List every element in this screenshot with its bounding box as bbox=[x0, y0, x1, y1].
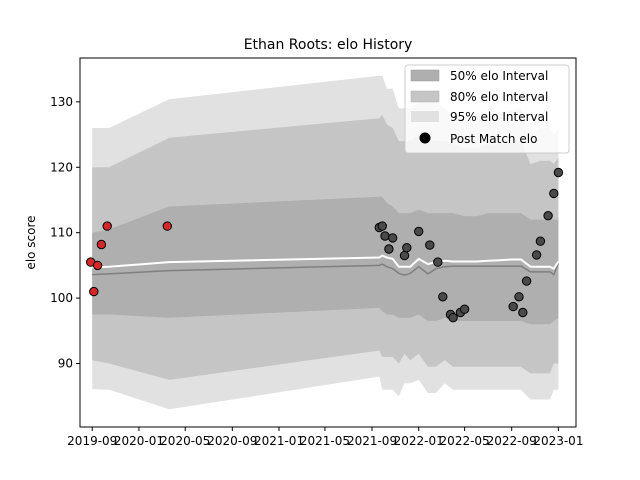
post-match-point bbox=[92, 260, 103, 271]
post-match-point bbox=[399, 250, 410, 261]
post-match-point bbox=[438, 292, 448, 302]
legend-label-post-match: Post Match elo bbox=[450, 132, 537, 146]
median-elo-line bbox=[92, 263, 560, 276]
legend-swatch-50 bbox=[410, 69, 440, 82]
post-match-point bbox=[414, 226, 424, 237]
y-tick-label: 110 bbox=[50, 226, 73, 240]
post-match-point bbox=[553, 167, 564, 178]
post-match-point bbox=[514, 292, 524, 302]
legend-marker-post-match bbox=[419, 132, 431, 144]
post-match-point bbox=[102, 221, 112, 231]
legend-swatch-80 bbox=[410, 90, 440, 103]
post-match-point bbox=[380, 231, 390, 241]
x-tick-label: 2022-01 bbox=[394, 434, 444, 448]
chart-title: Ethan Roots: elo History bbox=[244, 37, 413, 53]
x-tick-label: 2020-01 bbox=[114, 434, 164, 448]
axes-frame bbox=[79, 57, 577, 428]
post-match-point bbox=[508, 301, 518, 312]
post-match-point bbox=[518, 307, 528, 318]
y-tick-label: 120 bbox=[50, 160, 73, 174]
post-match-point bbox=[388, 233, 398, 243]
post-match-point bbox=[96, 239, 107, 250]
post-match-point bbox=[549, 188, 559, 199]
x-tick-label: 2019-09 bbox=[67, 434, 117, 448]
y-tick-label: 100 bbox=[50, 291, 73, 305]
x-axis: 2019-092020-012020-052020-092021-012021-… bbox=[67, 427, 583, 448]
y-tick-label: 130 bbox=[50, 95, 73, 109]
legend-label-50: 50% elo Interval bbox=[450, 69, 548, 83]
legend-label-80: 80% elo Interval bbox=[450, 90, 548, 104]
post-match-point bbox=[448, 313, 458, 323]
post-match-point bbox=[521, 276, 532, 286]
y-tick-label: 90 bbox=[58, 357, 73, 371]
legend-frame bbox=[404, 64, 570, 154]
post-match-point bbox=[162, 221, 173, 231]
plot-area bbox=[86, 75, 564, 410]
x-tick-label: 2021-09 bbox=[347, 434, 397, 448]
post-match-point bbox=[402, 243, 412, 253]
post-match-point bbox=[531, 250, 542, 260]
x-tick-label: 2020-05 bbox=[160, 434, 210, 448]
x-tick-label: 2022-05 bbox=[440, 434, 490, 448]
x-tick-label: 2021-01 bbox=[254, 434, 304, 448]
post-match-point bbox=[89, 286, 99, 297]
post-match-point bbox=[535, 236, 546, 246]
legend-swatch-95 bbox=[411, 111, 439, 122]
post-match-point bbox=[425, 240, 435, 250]
post-match-point bbox=[459, 304, 470, 314]
x-tick-label: 2022-09 bbox=[487, 434, 537, 448]
x-tick-label: 2020-09 bbox=[207, 434, 257, 448]
legend-label-95: 95% elo Interval bbox=[450, 110, 548, 124]
legend: 50% elo Interval 80% elo Interval 95% el… bbox=[404, 64, 570, 154]
x-tick-label: 2021-05 bbox=[300, 434, 350, 448]
y-axis: 90 100 110 120 130 bbox=[50, 95, 80, 371]
x-tick-label: 2023-01 bbox=[533, 434, 583, 448]
post-match-point bbox=[433, 257, 443, 267]
post-match-point bbox=[384, 244, 394, 254]
y-axis-label: elo score bbox=[24, 215, 38, 269]
post-match-point bbox=[377, 221, 387, 231]
post-match-point bbox=[543, 211, 553, 221]
